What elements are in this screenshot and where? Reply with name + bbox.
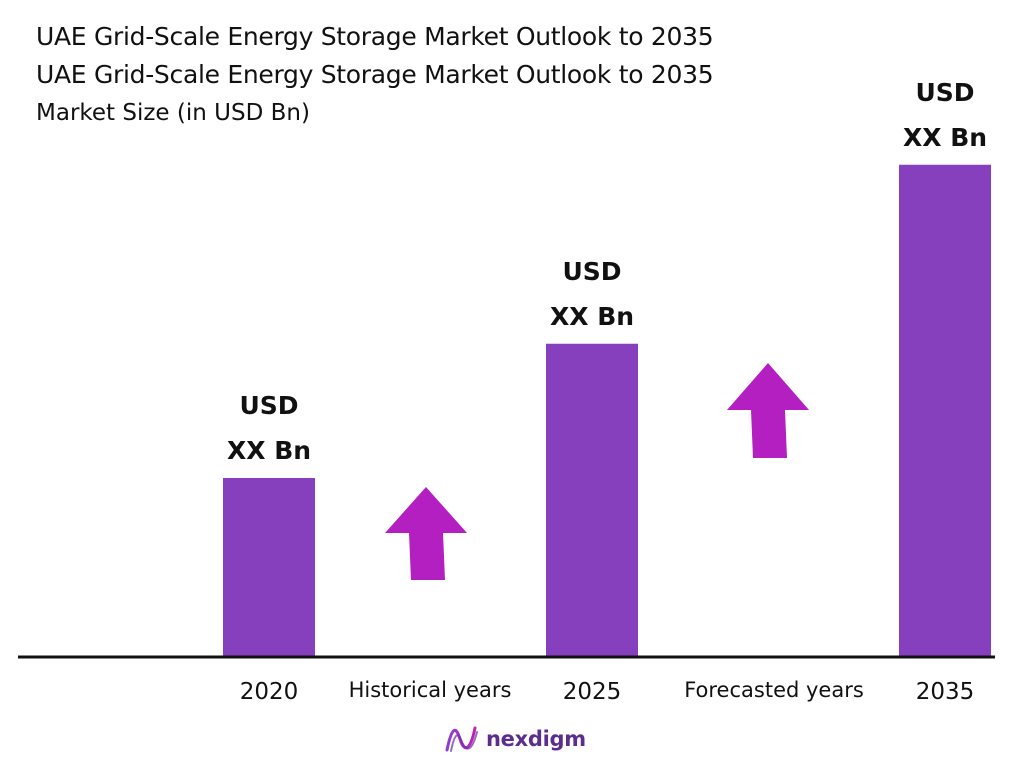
bar-2020 [223, 478, 315, 657]
bar-value-label-2020-line-2: XX Bn [227, 436, 311, 465]
chart-title-line-2: UAE Grid-Scale Energy Storage Market Out… [36, 60, 714, 89]
growth-arrow-icon-historical [385, 487, 467, 580]
nexdigm-logo: nexdigm [444, 724, 586, 754]
bar-value-label-2035-line-2: XX Bn [903, 123, 987, 152]
x-tick-label-2020: 2020 [240, 679, 299, 705]
bar-value-label-2025-line-2: XX Bn [550, 302, 634, 331]
bar-value-label-2035-line-1: USD [915, 78, 974, 107]
nexdigm-wave-logo-icon [445, 726, 478, 752]
chart-title-line-1: UAE Grid-Scale Energy Storage Market Out… [36, 22, 714, 51]
x-tick-label-2035: 2035 [916, 679, 975, 705]
bar-value-label-2025-line-1: USD [562, 257, 621, 286]
chart-subtitle: Market Size (in USD Bn) [36, 100, 310, 126]
growth-arrow-icon-forecasted [727, 363, 809, 458]
x-tick-label-2025: 2025 [563, 679, 622, 705]
chart-title-block: UAE Grid-Scale Energy Storage Market Out… [36, 18, 714, 130]
logo-text: nexdigm [486, 727, 586, 751]
bar-value-label-2020-line-1: USD [239, 391, 298, 420]
period-label-forecasted: Forecasted years [684, 678, 864, 702]
bar-2025 [546, 343, 638, 657]
bar-2035 [899, 164, 991, 657]
period-label-historical: Historical years [349, 678, 512, 702]
